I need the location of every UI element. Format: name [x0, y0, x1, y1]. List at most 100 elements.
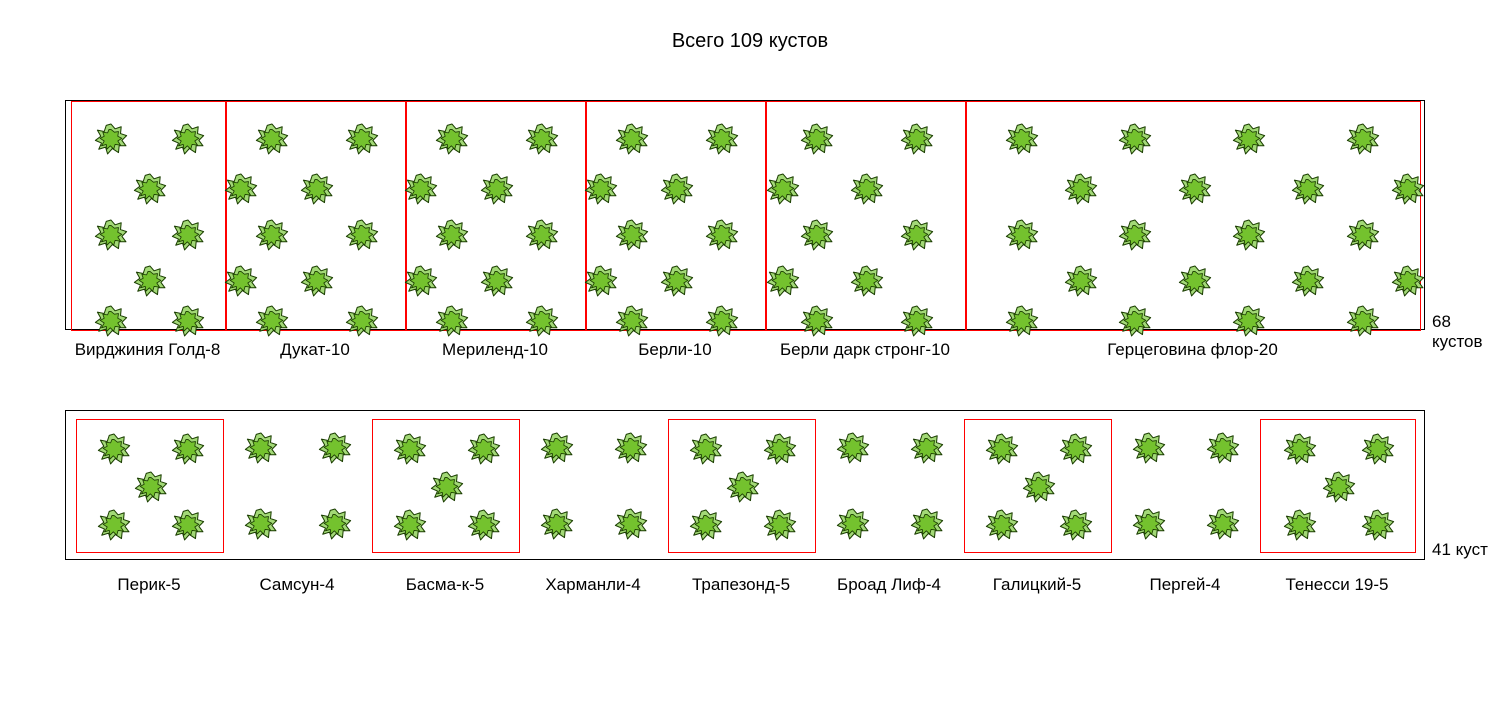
- bush-icon: [614, 431, 648, 465]
- bush-icon: [1178, 264, 1212, 298]
- bush-icon: [615, 304, 649, 338]
- bed-top: [65, 100, 1425, 330]
- bush-icon: [480, 264, 514, 298]
- bush-icon: [705, 304, 739, 338]
- bush-icon: [689, 508, 723, 542]
- bush-icon: [1005, 218, 1039, 252]
- plot-label: Мериленд-10: [405, 340, 585, 360]
- bush-icon: [900, 122, 934, 156]
- bush-icon: [300, 264, 334, 298]
- plot-label: Басма-к-5: [371, 575, 519, 595]
- bush-icon: [763, 508, 797, 542]
- bush-icon: [1291, 264, 1325, 298]
- bush-icon: [584, 264, 618, 298]
- plot-label: Галицкий-5: [963, 575, 1111, 595]
- bush-icon: [171, 122, 205, 156]
- bush-icon: [224, 264, 258, 298]
- plot: [816, 419, 964, 553]
- bush-icon: [480, 172, 514, 206]
- bush-icon: [404, 172, 438, 206]
- bush-icon: [900, 218, 934, 252]
- bush-icon: [1391, 264, 1425, 298]
- bush-icon: [614, 507, 648, 541]
- bush-icon: [318, 507, 352, 541]
- bush-icon: [1118, 304, 1152, 338]
- plot-label: Броад Лиф-4: [815, 575, 963, 595]
- bush-icon: [1283, 432, 1317, 466]
- bush-icon: [540, 507, 574, 541]
- plot: [586, 101, 766, 331]
- bush-icon: [689, 432, 723, 466]
- bush-icon: [393, 432, 427, 466]
- plot: [372, 419, 520, 553]
- bush-icon: [1206, 431, 1240, 465]
- bush-icon: [255, 304, 289, 338]
- bush-icon: [1232, 218, 1266, 252]
- bush-icon: [171, 304, 205, 338]
- bush-icon: [1283, 508, 1317, 542]
- bush-icon: [171, 218, 205, 252]
- bush-icon: [255, 122, 289, 156]
- bush-icon: [1391, 172, 1425, 206]
- bush-icon: [171, 508, 205, 542]
- bush-icon: [763, 432, 797, 466]
- plot: [1112, 419, 1260, 553]
- plot-label: Вирджиния Голд-8: [70, 340, 225, 360]
- bush-icon: [467, 508, 501, 542]
- bush-icon: [1005, 122, 1039, 156]
- plot-label: Герцеговина флор-20: [965, 340, 1420, 360]
- bush-icon: [1291, 172, 1325, 206]
- bush-icon: [525, 304, 559, 338]
- plot-label: Трапезонд-5: [667, 575, 815, 595]
- plot: [406, 101, 586, 331]
- plot-label: Пергей-4: [1111, 575, 1259, 595]
- bush-icon: [224, 172, 258, 206]
- bush-icon: [435, 218, 469, 252]
- bush-icon: [1005, 304, 1039, 338]
- plot: [71, 101, 226, 331]
- bush-icon: [660, 172, 694, 206]
- bush-icon: [985, 508, 1019, 542]
- plot: [964, 419, 1112, 553]
- bush-icon: [850, 172, 884, 206]
- bush-icon: [97, 508, 131, 542]
- plot: [226, 101, 406, 331]
- bush-icon: [660, 264, 694, 298]
- bush-icon: [171, 432, 205, 466]
- plot-label: Тенесси 19-5: [1259, 575, 1415, 595]
- plot: [668, 419, 816, 553]
- bush-icon: [1206, 507, 1240, 541]
- bush-icon: [1322, 470, 1356, 504]
- bush-icon: [244, 507, 278, 541]
- bush-icon: [836, 431, 870, 465]
- bush-icon: [94, 122, 128, 156]
- plot: [1260, 419, 1416, 553]
- bush-icon: [1059, 508, 1093, 542]
- bush-icon: [467, 432, 501, 466]
- bush-icon: [615, 218, 649, 252]
- bush-icon: [1346, 304, 1380, 338]
- bush-icon: [985, 432, 1019, 466]
- bush-icon: [133, 172, 167, 206]
- bush-icon: [1346, 218, 1380, 252]
- bush-icon: [705, 218, 739, 252]
- bush-icon: [1178, 172, 1212, 206]
- bush-icon: [1132, 431, 1166, 465]
- bush-icon: [1361, 508, 1395, 542]
- bush-icon: [393, 508, 427, 542]
- bush-icon: [1118, 218, 1152, 252]
- bush-icon: [1132, 507, 1166, 541]
- bush-icon: [244, 431, 278, 465]
- bush-icon: [1064, 172, 1098, 206]
- bush-icon: [94, 304, 128, 338]
- bush-icon: [910, 431, 944, 465]
- bush-icon: [1059, 432, 1093, 466]
- bush-icon: [900, 304, 934, 338]
- bush-icon: [1118, 122, 1152, 156]
- bush-icon: [836, 507, 870, 541]
- bush-icon: [1361, 432, 1395, 466]
- bush-icon: [525, 122, 559, 156]
- plot: [76, 419, 224, 553]
- bed-bottom-count: 41 куст: [1432, 540, 1488, 560]
- bush-icon: [134, 470, 168, 504]
